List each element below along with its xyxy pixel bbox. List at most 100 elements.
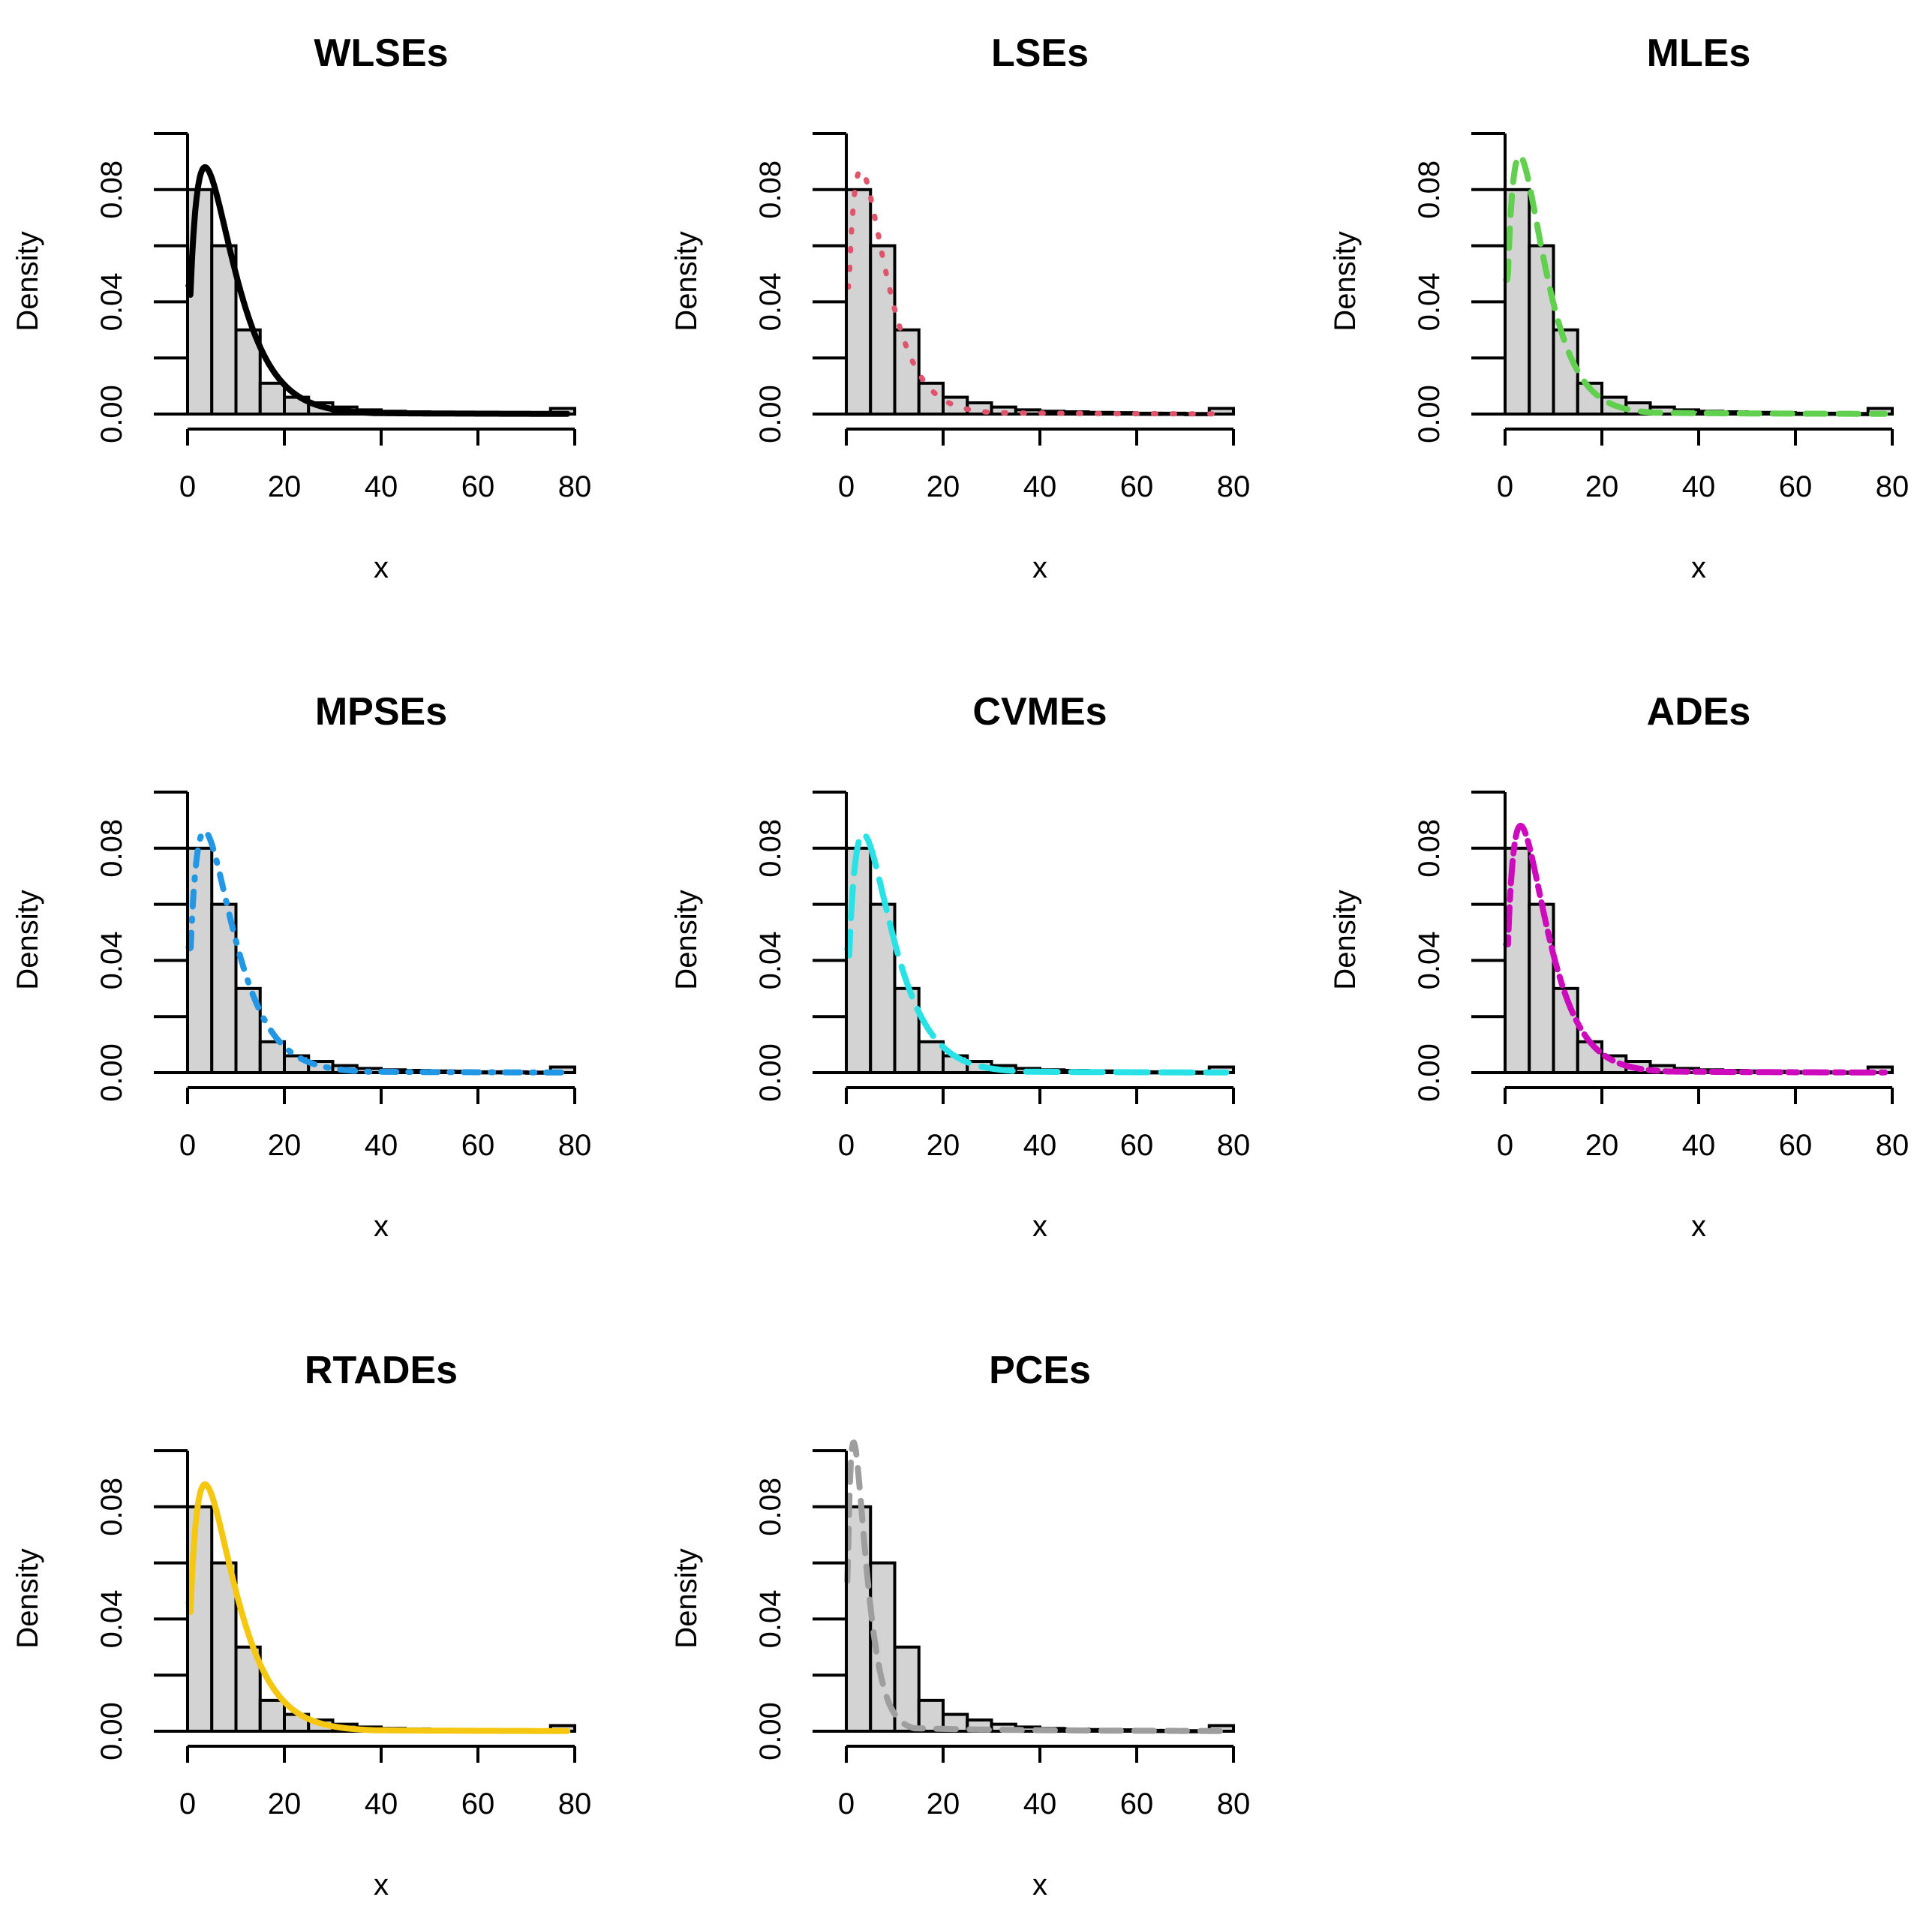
histogram-bar bbox=[1552, 328, 1579, 416]
x-tick-label: 0 bbox=[1497, 470, 1513, 503]
y-tick-label: 0.00 bbox=[754, 1043, 787, 1102]
x-tick-label: 80 bbox=[1876, 470, 1909, 503]
panel-wlses: WLSEs 0 20 40 60 80 x 0.00 0.04 0.08 Density bbox=[11, 32, 591, 584]
y-tick-label: 0.08 bbox=[754, 161, 787, 219]
density-curve bbox=[1503, 822, 1888, 1076]
histogram-bar bbox=[1528, 244, 1555, 416]
x-tick-label: 80 bbox=[558, 470, 592, 503]
histogram-bar bbox=[869, 244, 897, 416]
panel-title: MPSEs bbox=[315, 690, 447, 734]
panel-title: MLEs bbox=[1647, 32, 1751, 75]
x-tick-label: 20 bbox=[268, 470, 302, 503]
y-axis-label: Density bbox=[1329, 231, 1362, 331]
x-tick-label: 40 bbox=[365, 1787, 398, 1820]
x-tick-label: 20 bbox=[927, 470, 960, 503]
y-tick-label: 0.08 bbox=[754, 1478, 787, 1536]
x-tick-label: 40 bbox=[365, 470, 398, 503]
x-tick-label: 60 bbox=[461, 1787, 495, 1820]
x-tick-label: 80 bbox=[1217, 1787, 1251, 1820]
x-tick-label: 40 bbox=[1682, 1129, 1716, 1162]
y-tick-label: 0.04 bbox=[754, 1589, 787, 1648]
y-tick-label: 0.00 bbox=[95, 1702, 128, 1760]
y-tick-label: 0.08 bbox=[754, 819, 787, 878]
panel-rtades: RTADEs 0 20 40 60 80 x 0.00 0.04 0.08 Density bbox=[11, 1349, 591, 1901]
x-tick-label: 40 bbox=[1023, 1129, 1057, 1162]
histogram-bar bbox=[210, 902, 238, 1074]
x-axis-label: x bbox=[1032, 1868, 1047, 1901]
histogram-bar bbox=[210, 244, 238, 416]
x-axis-label: x bbox=[1691, 551, 1706, 584]
histogram-bar bbox=[917, 381, 945, 416]
x-tick-label: 0 bbox=[838, 470, 855, 503]
density-curve bbox=[185, 828, 571, 1076]
y-tick-label: 0.08 bbox=[1413, 819, 1446, 878]
y-tick-label: 0.00 bbox=[1413, 1043, 1446, 1102]
y-tick-label: 0.08 bbox=[95, 1478, 128, 1536]
panel-title: CVMEs bbox=[972, 690, 1107, 734]
histogram-bar bbox=[186, 846, 214, 1075]
panel-title: LSEs bbox=[991, 32, 1089, 75]
histogram-bar bbox=[942, 395, 969, 416]
y-tick-label: 0.08 bbox=[95, 161, 128, 219]
x-tick-label: 20 bbox=[1585, 470, 1619, 503]
density-curve bbox=[844, 1439, 1230, 1734]
density-curve bbox=[185, 1481, 571, 1734]
y-tick-label: 0.00 bbox=[1413, 385, 1446, 443]
y-axis-label: Density bbox=[11, 1548, 44, 1648]
x-tick-label: 40 bbox=[365, 1129, 398, 1162]
y-tick-label: 0.08 bbox=[95, 819, 128, 878]
x-axis-label: x bbox=[374, 1210, 389, 1243]
x-tick-label: 20 bbox=[268, 1787, 302, 1820]
x-tick-label: 60 bbox=[1779, 1129, 1813, 1162]
panel-title: WLSEs bbox=[314, 32, 448, 75]
x-tick-label: 20 bbox=[268, 1129, 302, 1162]
x-tick-label: 80 bbox=[558, 1787, 592, 1820]
x-axis-label: x bbox=[374, 1868, 389, 1901]
y-tick-label: 0.04 bbox=[95, 931, 128, 989]
y-tick-label: 0.08 bbox=[1413, 161, 1446, 219]
histogram-bar bbox=[186, 188, 214, 416]
histogram-bar bbox=[1207, 407, 1235, 416]
y-tick-label: 0.00 bbox=[754, 1702, 787, 1760]
y-axis-label: Density bbox=[670, 890, 703, 989]
y-tick-label: 0.04 bbox=[1413, 272, 1446, 331]
x-tick-label: 80 bbox=[1876, 1129, 1909, 1162]
panel-cvmes: CVMEs 0 20 40 60 80 x 0.00 0.04 0.08 Density bbox=[670, 690, 1250, 1243]
x-tick-label: 20 bbox=[927, 1787, 960, 1820]
density-curve bbox=[185, 164, 571, 417]
x-tick-label: 60 bbox=[1779, 470, 1813, 503]
x-tick-label: 40 bbox=[1023, 470, 1057, 503]
histogram-bar bbox=[186, 1505, 214, 1733]
y-tick-label: 0.04 bbox=[95, 272, 128, 331]
x-tick-label: 60 bbox=[461, 470, 495, 503]
x-tick-label: 0 bbox=[179, 1787, 196, 1820]
panel-mles: MLEs 0 20 40 60 80 x 0.00 0.04 0.08 Density bbox=[1329, 32, 1909, 584]
y-tick-label: 0.04 bbox=[754, 931, 787, 989]
y-tick-label: 0.00 bbox=[95, 385, 128, 443]
y-axis-label: Density bbox=[1329, 890, 1362, 989]
panel-ades: ADEs 0 20 40 60 80 x 0.00 0.04 0.08 Density bbox=[1329, 690, 1909, 1243]
histogram-bar bbox=[258, 1040, 286, 1074]
density-curve bbox=[844, 831, 1230, 1076]
x-tick-label: 40 bbox=[1023, 1787, 1057, 1820]
x-tick-label: 20 bbox=[1585, 1129, 1619, 1162]
y-tick-label: 0.04 bbox=[754, 272, 787, 331]
x-tick-label: 60 bbox=[1120, 1129, 1154, 1162]
x-tick-label: 80 bbox=[1217, 1129, 1251, 1162]
x-tick-label: 0 bbox=[838, 1129, 855, 1162]
x-tick-label: 60 bbox=[1120, 470, 1154, 503]
x-axis-label: x bbox=[374, 551, 389, 584]
panel-mpses: MPSEs 0 20 40 60 80 x 0.00 0.04 0.08 Density bbox=[11, 690, 591, 1243]
x-tick-label: 20 bbox=[927, 1129, 960, 1162]
x-tick-label: 0 bbox=[179, 470, 196, 503]
x-tick-label: 60 bbox=[1120, 1787, 1154, 1820]
histogram-bar bbox=[258, 1698, 286, 1733]
panel-title: RTADEs bbox=[305, 1349, 458, 1392]
y-axis-label: Density bbox=[11, 890, 44, 989]
y-tick-label: 0.00 bbox=[754, 385, 787, 443]
x-axis-label: x bbox=[1032, 551, 1047, 584]
x-tick-label: 80 bbox=[1217, 470, 1251, 503]
x-tick-label: 0 bbox=[838, 1787, 855, 1820]
histogram-bar bbox=[258, 381, 286, 416]
